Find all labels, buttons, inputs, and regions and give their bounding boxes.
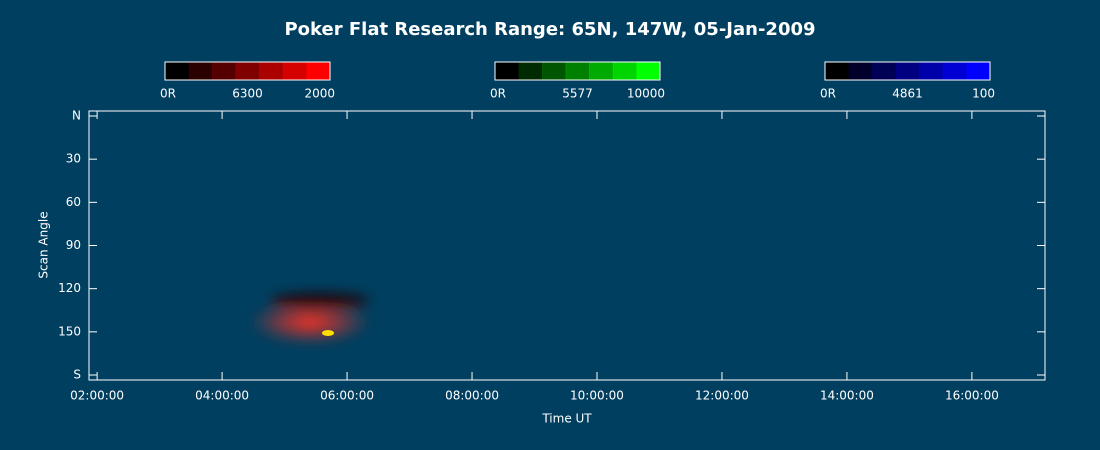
x-tick-label: 04:00:00	[195, 389, 249, 403]
colorbar-step	[188, 62, 213, 80]
x-tick-label: 10:00:00	[570, 389, 624, 403]
colorbar-name: 6300	[232, 87, 263, 101]
plot-frame	[88, 110, 1046, 381]
chart-title: Poker Flat Research Range: 65N, 147W, 05…	[284, 19, 815, 40]
colorbar-low: 0R	[490, 87, 506, 101]
colorbar-step	[565, 62, 590, 80]
colorbar-step	[636, 62, 661, 80]
colorbar-high: 10000	[627, 87, 665, 101]
colorbar-high: 2000	[304, 87, 335, 101]
colorbar-step	[919, 62, 944, 80]
y-tick-label: 150	[58, 324, 81, 338]
x-tick-label: 06:00:00	[320, 389, 374, 403]
colorbar-step	[235, 62, 260, 80]
y-axis-label: Scan Angle	[37, 211, 51, 278]
colorbar-frame	[164, 61, 331, 81]
colorbar-step	[872, 62, 897, 80]
x-axis-label: Time UT	[541, 412, 592, 426]
colorbar-step	[589, 62, 614, 80]
colorbar-step	[282, 62, 307, 80]
y-tick-label: S	[73, 368, 81, 382]
x-tick-label: 02:00:00	[70, 389, 124, 403]
colorbar-step	[942, 62, 967, 80]
x-tick-label: 14:00:00	[820, 389, 874, 403]
y-tick-label: 120	[58, 281, 81, 295]
x-tick-label: 16:00:00	[945, 389, 999, 403]
x-tick-label: 12:00:00	[695, 389, 749, 403]
colorbar-step	[518, 62, 543, 80]
x-tick-label: 08:00:00	[445, 389, 499, 403]
colorbar-step	[542, 62, 567, 80]
colorbar-name: 5577	[562, 87, 593, 101]
colorbar-step	[306, 62, 331, 80]
y-tick-label: 60	[66, 195, 81, 209]
keogram-image	[250, 292, 370, 344]
colorbar-low: 0R	[160, 87, 176, 101]
colorbar-frame	[494, 61, 661, 81]
y-tick-label: 90	[66, 238, 81, 252]
colorbar-step	[848, 62, 873, 80]
colorbar-step	[212, 62, 237, 80]
colorbar-step	[165, 62, 189, 80]
colorbar-step	[495, 62, 519, 80]
colorbar-frame	[824, 61, 991, 81]
y-tick-label: N	[72, 109, 81, 123]
colorbar-step	[612, 62, 637, 80]
colorbar-step	[895, 62, 920, 80]
colorbar-step	[825, 62, 849, 80]
colorbar-step	[966, 62, 991, 80]
colorbar-step	[259, 62, 284, 80]
colorbar-name: 4861	[892, 87, 923, 101]
colorbar-low: 0R	[820, 87, 836, 101]
colorbar-high: 100	[972, 87, 995, 101]
y-tick-label: 30	[66, 152, 81, 166]
